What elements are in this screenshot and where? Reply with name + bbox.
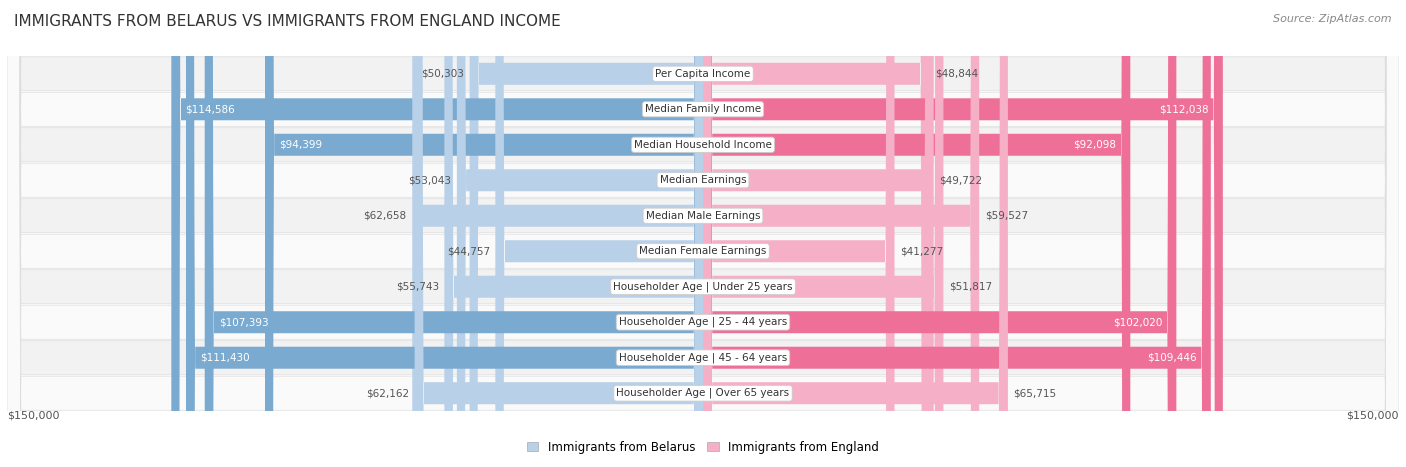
Text: $150,000: $150,000	[7, 411, 59, 421]
Text: IMMIGRANTS FROM BELARUS VS IMMIGRANTS FROM ENGLAND INCOME: IMMIGRANTS FROM BELARUS VS IMMIGRANTS FR…	[14, 14, 561, 29]
Text: $94,399: $94,399	[278, 140, 322, 150]
FancyBboxPatch shape	[470, 0, 703, 467]
Text: Median Household Income: Median Household Income	[634, 140, 772, 150]
Text: Median Earnings: Median Earnings	[659, 175, 747, 185]
Text: $48,844: $48,844	[935, 69, 979, 79]
Text: $102,020: $102,020	[1114, 317, 1163, 327]
Text: $55,743: $55,743	[395, 282, 439, 292]
Text: $51,817: $51,817	[949, 282, 993, 292]
FancyBboxPatch shape	[495, 0, 703, 467]
FancyBboxPatch shape	[7, 0, 1399, 467]
Text: $53,043: $53,043	[408, 175, 451, 185]
Text: $109,446: $109,446	[1147, 353, 1197, 363]
FancyBboxPatch shape	[7, 0, 1399, 467]
Text: $41,277: $41,277	[900, 246, 943, 256]
FancyBboxPatch shape	[703, 0, 934, 467]
FancyBboxPatch shape	[703, 0, 943, 467]
FancyBboxPatch shape	[703, 0, 1211, 467]
Text: $112,038: $112,038	[1160, 104, 1209, 114]
FancyBboxPatch shape	[703, 0, 1130, 467]
Text: $92,098: $92,098	[1073, 140, 1116, 150]
FancyBboxPatch shape	[264, 0, 703, 467]
FancyBboxPatch shape	[703, 0, 894, 467]
Text: Householder Age | Over 65 years: Householder Age | Over 65 years	[616, 388, 790, 398]
Text: Median Male Earnings: Median Male Earnings	[645, 211, 761, 221]
FancyBboxPatch shape	[7, 0, 1399, 467]
FancyBboxPatch shape	[703, 0, 929, 467]
Text: $111,430: $111,430	[200, 353, 249, 363]
FancyBboxPatch shape	[7, 0, 1399, 467]
Text: Householder Age | 25 - 44 years: Householder Age | 25 - 44 years	[619, 317, 787, 327]
Text: $62,162: $62,162	[366, 388, 409, 398]
FancyBboxPatch shape	[444, 0, 703, 467]
Text: $114,586: $114,586	[186, 104, 235, 114]
FancyBboxPatch shape	[703, 0, 979, 467]
Text: Per Capita Income: Per Capita Income	[655, 69, 751, 79]
Text: Median Female Earnings: Median Female Earnings	[640, 246, 766, 256]
Text: $50,303: $50,303	[422, 69, 464, 79]
Text: $62,658: $62,658	[364, 211, 406, 221]
Text: $65,715: $65,715	[1014, 388, 1056, 398]
FancyBboxPatch shape	[412, 0, 703, 467]
Legend: Immigrants from Belarus, Immigrants from England: Immigrants from Belarus, Immigrants from…	[522, 436, 884, 458]
FancyBboxPatch shape	[205, 0, 703, 467]
FancyBboxPatch shape	[457, 0, 703, 467]
FancyBboxPatch shape	[703, 0, 1177, 467]
FancyBboxPatch shape	[7, 0, 1399, 467]
FancyBboxPatch shape	[172, 0, 703, 467]
Text: $150,000: $150,000	[1347, 411, 1399, 421]
Text: Householder Age | Under 25 years: Householder Age | Under 25 years	[613, 282, 793, 292]
FancyBboxPatch shape	[186, 0, 703, 467]
FancyBboxPatch shape	[415, 0, 703, 467]
FancyBboxPatch shape	[7, 0, 1399, 467]
Text: Householder Age | 45 - 64 years: Householder Age | 45 - 64 years	[619, 353, 787, 363]
FancyBboxPatch shape	[703, 0, 1223, 467]
FancyBboxPatch shape	[7, 0, 1399, 467]
FancyBboxPatch shape	[7, 0, 1399, 467]
FancyBboxPatch shape	[7, 0, 1399, 467]
FancyBboxPatch shape	[703, 0, 1008, 467]
Text: $59,527: $59,527	[984, 211, 1028, 221]
Text: $107,393: $107,393	[219, 317, 269, 327]
Text: Source: ZipAtlas.com: Source: ZipAtlas.com	[1274, 14, 1392, 24]
Text: $44,757: $44,757	[447, 246, 489, 256]
Text: $49,722: $49,722	[939, 175, 983, 185]
Text: Median Family Income: Median Family Income	[645, 104, 761, 114]
FancyBboxPatch shape	[7, 0, 1399, 467]
